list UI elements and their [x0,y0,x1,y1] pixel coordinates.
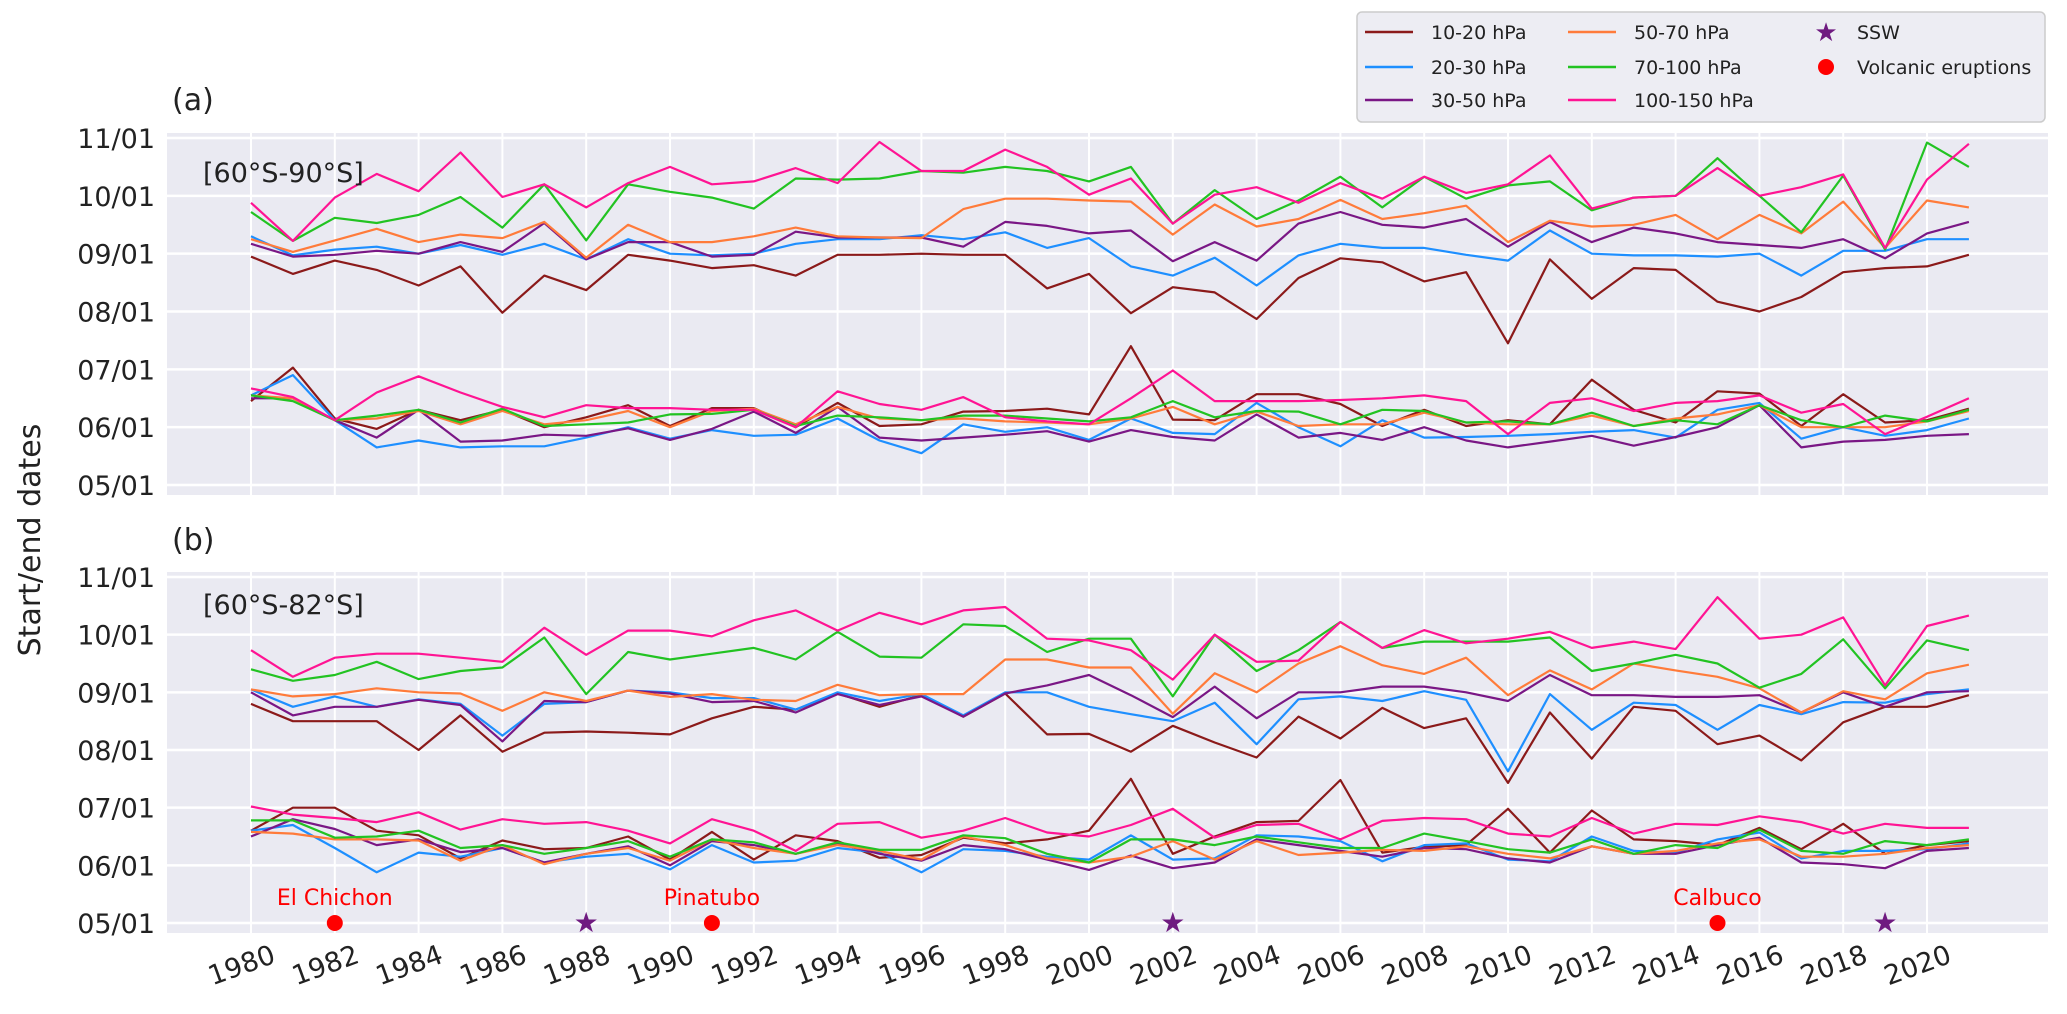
x-tick-label: 1988 [539,939,614,992]
volcanic-eruption-marker [326,915,343,931]
plot-area [167,133,2048,495]
x-tick-label: 2012 [1545,939,1620,992]
y-tick-label: 10/01 [77,182,155,213]
x-tick-label: 1996 [875,939,950,992]
volcanic-eruption-marker [1709,915,1726,931]
series-100-150hpa-start-line [250,805,1969,853]
x-tick-label: 1986 [456,939,531,992]
legend-label: 10-20 hPa [1431,22,1527,44]
series-10-20hpa-end-line [250,252,1970,345]
legend-label: 30-50 hPa [1431,90,1527,112]
y-tick-label: 05/01 [77,471,155,502]
x-tick-label: 2006 [1294,939,1369,992]
x-tick-label: 2008 [1377,939,1452,992]
legend-entry: 30-50 hPa [1365,90,1527,112]
y-tick-label: 07/01 [77,355,155,386]
y-tick-label: 08/01 [77,736,155,767]
legend-label: 100-150 hPa [1634,90,1754,112]
series-10-20hpa-end-line [250,692,1970,785]
y-tick-label: 10/01 [77,621,155,652]
panel-a-region-label: [60°S-90°S] [203,158,364,189]
y-tick-label: 06/01 [77,413,155,444]
x-tick-label: 2000 [1042,939,1117,992]
y-tick-label: 09/01 [77,678,155,709]
y-tick-label: 09/01 [77,240,155,271]
panel-a-label: (a) [172,83,214,118]
x-tick-label: 2014 [1629,939,1704,992]
x-tick-label: 2016 [1713,939,1788,992]
x-tick-label: 1984 [372,939,447,992]
x-tick-label: 1990 [623,939,698,992]
x-axis-tick-labels: 1980 1982 1984 1986 1988 1990 1992 1994 1996 1998… [204,939,1955,992]
series-30-50hpa-end-line [250,210,1970,263]
series-10-20hpa-start-line [250,777,1970,861]
x-tick-label: 2004 [1210,939,1285,992]
legend-label: 20-30 hPa [1431,57,1527,79]
legend-label: Volcanic eruptions [1857,57,2031,79]
volcanic-eruption-marker [703,915,720,931]
ssw-star-marker: ★ [1873,906,1898,939]
x-tick-label: 1982 [288,939,363,992]
panel-b-region-label: [60°S-82°S] [203,590,364,621]
y-tick-label: 07/01 [77,794,155,825]
legend-entry: 20-30 hPa [1365,57,1527,79]
legend-entry: ★ SSW [1814,18,1900,48]
y-tick-label: 11/01 [77,124,155,155]
x-tick-label: 1992 [707,939,782,992]
legend-entry: 10-20 hPa [1365,22,1527,44]
legend-entry: 50-70 hPa [1568,22,1730,44]
legend-label: 70-100 hPa [1634,57,1742,79]
volcano-label: El Chichon [277,886,393,911]
x-tick-label: 2020 [1880,939,1955,992]
star-icon: ★ [1814,18,1837,48]
legend-entry: 70-100 hPa [1568,57,1742,79]
y-tick-label: 08/01 [77,298,155,329]
ssw-star-marker: ★ [1160,906,1185,939]
legend-box [1356,11,2046,123]
legend-entry: 100-150 hPa [1568,90,1754,112]
y-tick-label: 06/01 [77,851,155,882]
series-50-70hpa-start-line [250,830,1969,866]
series-50-70hpa-end-line [250,197,1970,259]
plot-area [167,572,2048,933]
volcano-label: Calbuco [1673,886,1761,911]
dot-icon [1818,59,1834,75]
legend-label: SSW [1857,22,1900,44]
x-tick-label: 1980 [204,939,279,992]
y-axis-label: Start/end dates [13,424,48,657]
x-tick-label: 2018 [1796,939,1871,992]
panel-a: 05/01 06/01 07/01 08/01 09/01 10/01 11/01 [77,124,2048,502]
series-50-70hpa-end-line [250,645,1970,715]
legend-entry: Volcanic eruptions [1818,57,2031,79]
legend-label: 50-70 hPa [1634,22,1730,44]
y-tick-label: 05/01 [77,909,155,940]
series-100-150hpa-end-line [250,596,1970,687]
series-100-150hpa-end-line [250,140,1970,249]
x-tick-label: 2010 [1461,939,1536,992]
legend: 10-20 hPa 20-30 hPa 30-50 hPa 50-70 hPa 70-1… [1356,11,2046,123]
series-100-150hpa-start-line [250,369,1970,436]
x-tick-label: 1998 [958,939,1033,992]
series-70-100hpa-start-line [251,819,1970,864]
ssw-star-marker: ★ [574,906,599,939]
series-20-30hpa-end-line [250,229,1969,287]
y-tick-label: 11/01 [77,563,155,594]
series-30-50hpa-start-line [251,397,1969,449]
series-70-100hpa-end-line [250,141,1970,251]
series-70-100hpa-end-line [250,620,1970,698]
x-tick-label: 2002 [1126,939,1201,992]
series-20-30hpa-start-line [250,374,1970,455]
series-70-100hpa-start-line [250,394,1970,429]
panel-b: 05/01 06/01 07/01 08/01 09/01 10/01 11/01 El Ch… [77,563,2048,940]
x-tick-label: 1994 [791,939,866,992]
volcano-label: Pinatubo [664,886,760,911]
panel-b-label: (b) [172,523,214,558]
series-30-50hpa-end-line [250,673,1969,743]
